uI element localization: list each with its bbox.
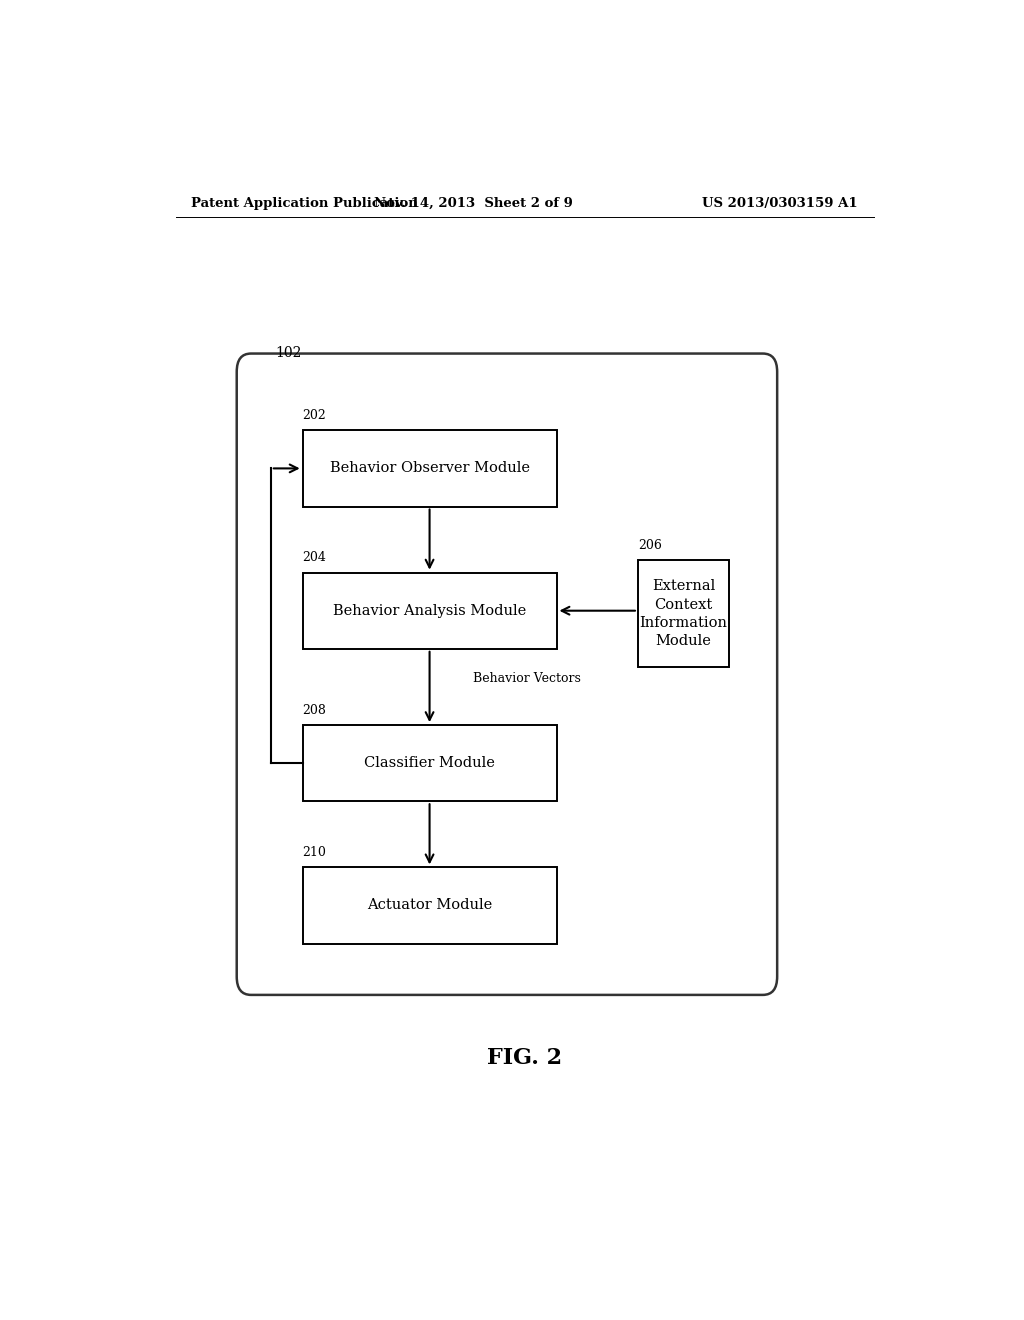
FancyBboxPatch shape xyxy=(303,430,557,507)
FancyBboxPatch shape xyxy=(237,354,777,995)
Text: US 2013/0303159 A1: US 2013/0303159 A1 xyxy=(702,197,858,210)
Text: Behavior Analysis Module: Behavior Analysis Module xyxy=(333,603,526,618)
FancyBboxPatch shape xyxy=(303,867,557,944)
Text: Classifier Module: Classifier Module xyxy=(365,756,495,770)
Text: External
Context
Information
Module: External Context Information Module xyxy=(640,579,727,648)
Text: 206: 206 xyxy=(638,540,662,552)
Text: Behavior Vectors: Behavior Vectors xyxy=(473,672,581,685)
Text: Nov. 14, 2013  Sheet 2 of 9: Nov. 14, 2013 Sheet 2 of 9 xyxy=(374,197,572,210)
Text: Behavior Observer Module: Behavior Observer Module xyxy=(330,462,529,475)
Text: Patent Application Publication: Patent Application Publication xyxy=(191,197,418,210)
Text: 210: 210 xyxy=(303,846,327,859)
Text: 204: 204 xyxy=(303,552,327,565)
FancyBboxPatch shape xyxy=(638,561,729,667)
FancyBboxPatch shape xyxy=(303,573,557,649)
Text: Actuator Module: Actuator Module xyxy=(367,899,493,912)
FancyBboxPatch shape xyxy=(303,725,557,801)
Text: 102: 102 xyxy=(274,346,301,359)
Text: 202: 202 xyxy=(303,409,327,422)
Text: 208: 208 xyxy=(303,704,327,717)
Text: FIG. 2: FIG. 2 xyxy=(487,1047,562,1069)
